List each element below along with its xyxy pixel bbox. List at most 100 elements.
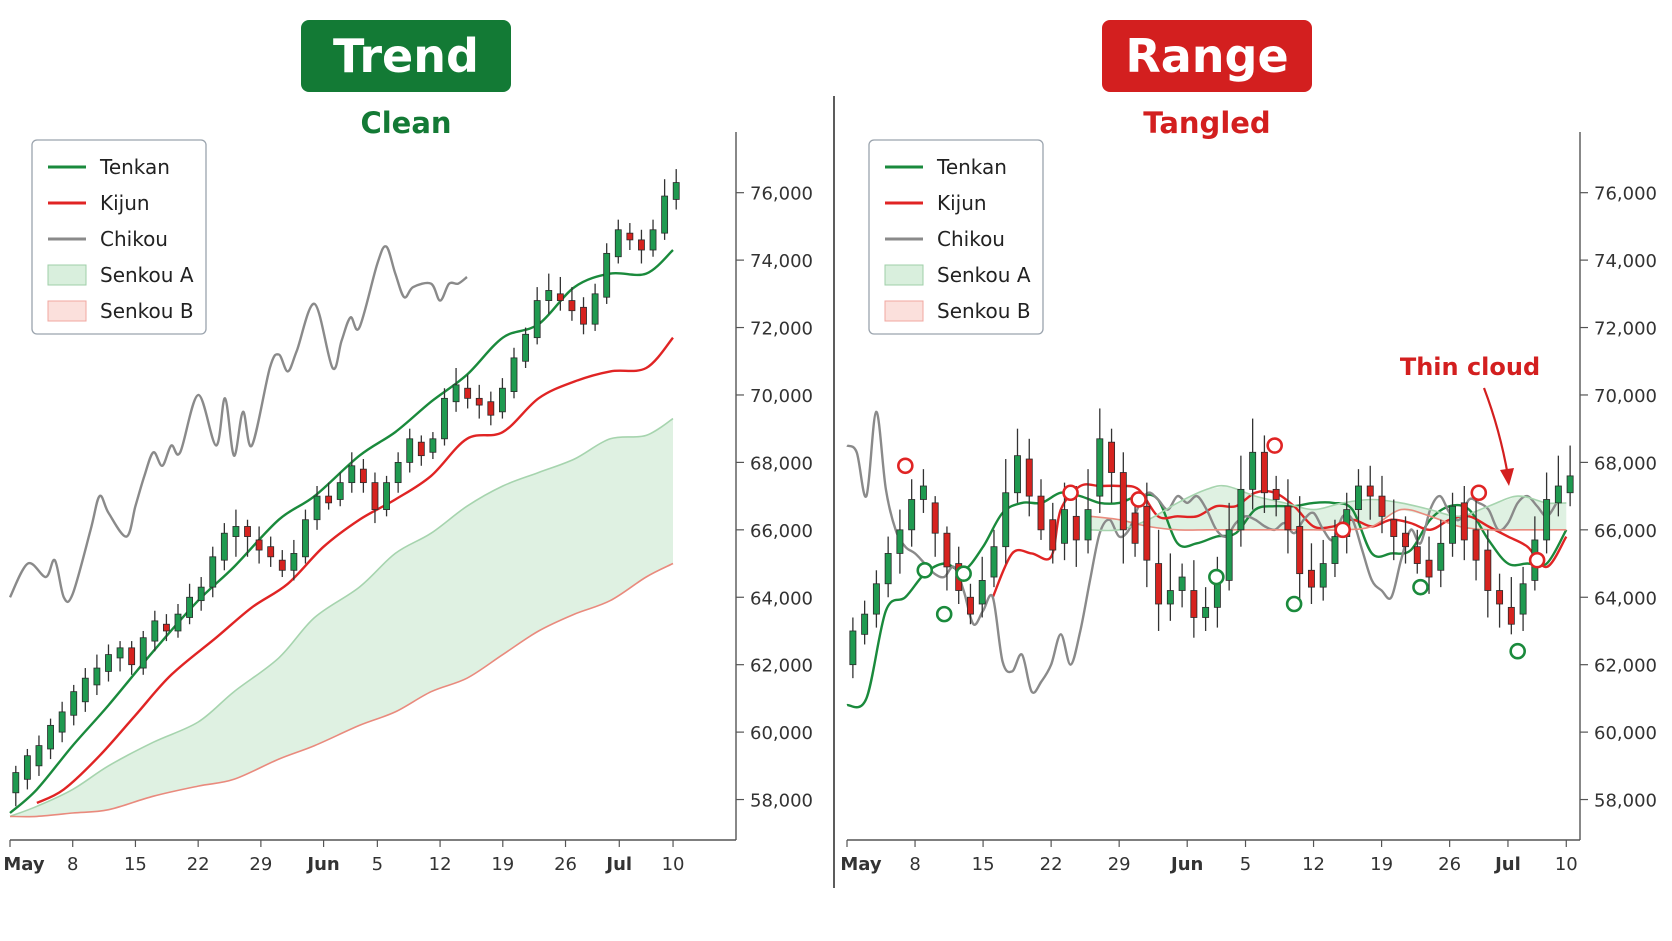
y-tick-label: 68,000 [1594,453,1657,474]
candle-body [1331,536,1339,564]
candle-body [278,559,286,571]
candle-body [638,239,645,251]
candle-body [406,438,414,463]
candle-body [1225,529,1233,581]
legend-swatch-box [884,264,924,286]
candle-body [1425,559,1433,578]
legend-label: Senkou B [100,299,194,323]
candle-body [47,724,54,750]
candle-body [70,691,78,716]
y-tick-label: 60,000 [1594,723,1657,744]
candle-body [672,182,680,200]
x-tick-label: 8 [909,854,920,875]
signal-marker-red [1334,521,1352,539]
candle-body [1014,455,1021,494]
candle-body [151,620,159,642]
candle-body [116,647,124,659]
signal-marker-green [916,561,934,579]
candle-body [1178,576,1186,591]
x-tick-label: 8 [67,854,78,875]
legend-label: Kijun [937,191,987,215]
candle-body [1543,499,1551,541]
candle-body [568,300,576,312]
candle-body [556,293,564,301]
signal-marker-red [1130,491,1147,508]
candle-body [58,711,66,733]
y-tick-label: 76,000 [1594,184,1657,205]
candle-body [1319,563,1327,588]
y-tick-label: 74,000 [750,251,813,272]
signal-marker-green [1509,642,1526,660]
x-tick-label: Jul [604,854,632,875]
title-badge-label: Range [1125,29,1288,83]
x-tick-label: 26 [1438,854,1461,875]
candle-body [35,745,43,767]
x-tick-label: 15 [972,854,995,875]
x-tick-label: 22 [187,854,210,875]
x-tick-label: May [840,854,882,875]
candle-body [232,526,240,537]
candle-body [522,333,529,362]
candle-body [545,290,553,301]
candle-body [1390,519,1398,537]
candle-body [1566,475,1574,494]
subtitle: Clean [360,106,451,140]
candle-body [1519,583,1527,615]
candle-body [429,438,437,453]
candle-body [626,232,634,241]
candle-body [1472,529,1480,561]
y-tick-label: 72,000 [750,319,813,340]
signal-marker-green [1412,578,1429,596]
candle-body [1413,546,1421,564]
candle-body [1190,590,1198,618]
legend-label: Senkou A [937,263,1031,287]
candle-body [12,772,20,794]
candle-body [1272,488,1280,500]
candle-body [967,596,974,615]
title-badge-label: Trend [333,29,479,83]
candle-body [1484,549,1492,591]
candle-body [139,637,147,669]
candle-body [1284,505,1292,531]
y-tick-label: 70,000 [1594,386,1657,407]
title-badge [1102,20,1312,92]
candle-body [1084,509,1092,541]
candle-body [1096,438,1104,497]
candle-body [849,630,857,666]
y-tick-label: 58,000 [750,791,813,812]
candle-body [499,387,506,413]
candle-body [1378,495,1386,517]
candle-body [313,495,321,521]
y-tick-label: 64,000 [750,588,813,609]
candle-body [23,755,31,780]
candle-body [580,306,587,325]
legend-label: Chikou [100,227,168,251]
candle-body [1202,606,1210,618]
x-tick-label: 10 [1555,854,1578,875]
candle-body [487,401,495,416]
candle-body [1554,485,1562,504]
candle-body [1366,485,1374,497]
y-tick-label: 76,000 [750,184,813,205]
candle-body [186,596,193,618]
candle-body [1307,569,1315,588]
candle-body [1402,532,1409,548]
annotation-arrow [1482,387,1510,477]
candle-body [533,300,541,339]
candle-body [884,553,892,585]
x-tick-label: 15 [124,854,147,875]
x-tick-label: 22 [1040,854,1063,875]
y-tick-label: 60,000 [750,723,813,744]
candle-body [325,495,333,504]
signal-marker-red [897,457,914,475]
subtitle: Tangled [1143,106,1270,140]
candle-body [1237,488,1245,531]
signal-marker-red [1470,484,1488,502]
candle-body [1249,451,1257,490]
candle-body [1496,590,1504,605]
x-tick-label: 19 [1370,854,1393,875]
candle-body [649,229,657,251]
candle-body [93,667,101,686]
candle-body [267,546,275,558]
candle-body [861,613,869,635]
